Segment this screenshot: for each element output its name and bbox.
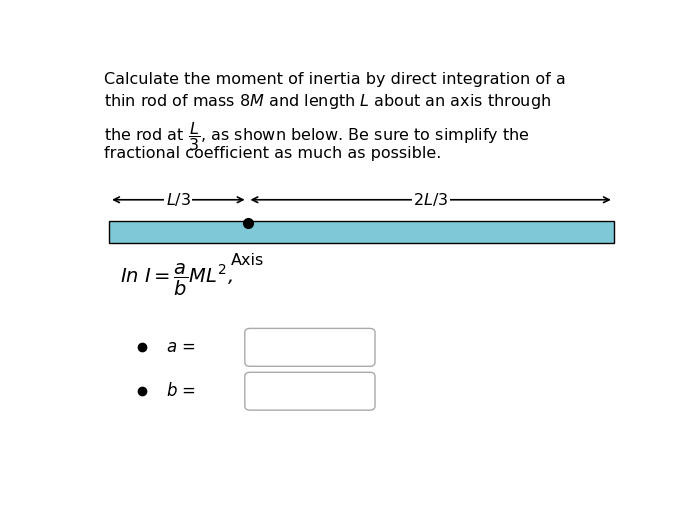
Text: $L/3$: $L/3$: [166, 191, 191, 208]
FancyBboxPatch shape: [245, 328, 375, 366]
Bar: [109, 221, 614, 242]
Text: Axis: Axis: [231, 253, 264, 268]
Text: Calculate the moment of inertia by direct integration of a: Calculate the moment of inertia by direc…: [104, 72, 566, 87]
Text: $b$ =: $b$ =: [166, 382, 196, 400]
Text: In $I = \dfrac{a}{b}ML^2$,: In $I = \dfrac{a}{b}ML^2$,: [120, 262, 233, 298]
Text: thin rod of mass $8M$ and length $L$ about an axis through: thin rod of mass $8M$ and length $L$ abo…: [104, 92, 551, 111]
Text: fractional coefficient as much as possible.: fractional coefficient as much as possib…: [104, 146, 441, 161]
FancyBboxPatch shape: [245, 372, 375, 410]
Text: $2L/3$: $2L/3$: [413, 191, 448, 208]
Text: $a$ =: $a$ =: [166, 338, 196, 356]
Text: the rod at $\dfrac{L}{3}$, as shown below. Be sure to simplify the: the rod at $\dfrac{L}{3}$, as shown belo…: [104, 120, 530, 153]
